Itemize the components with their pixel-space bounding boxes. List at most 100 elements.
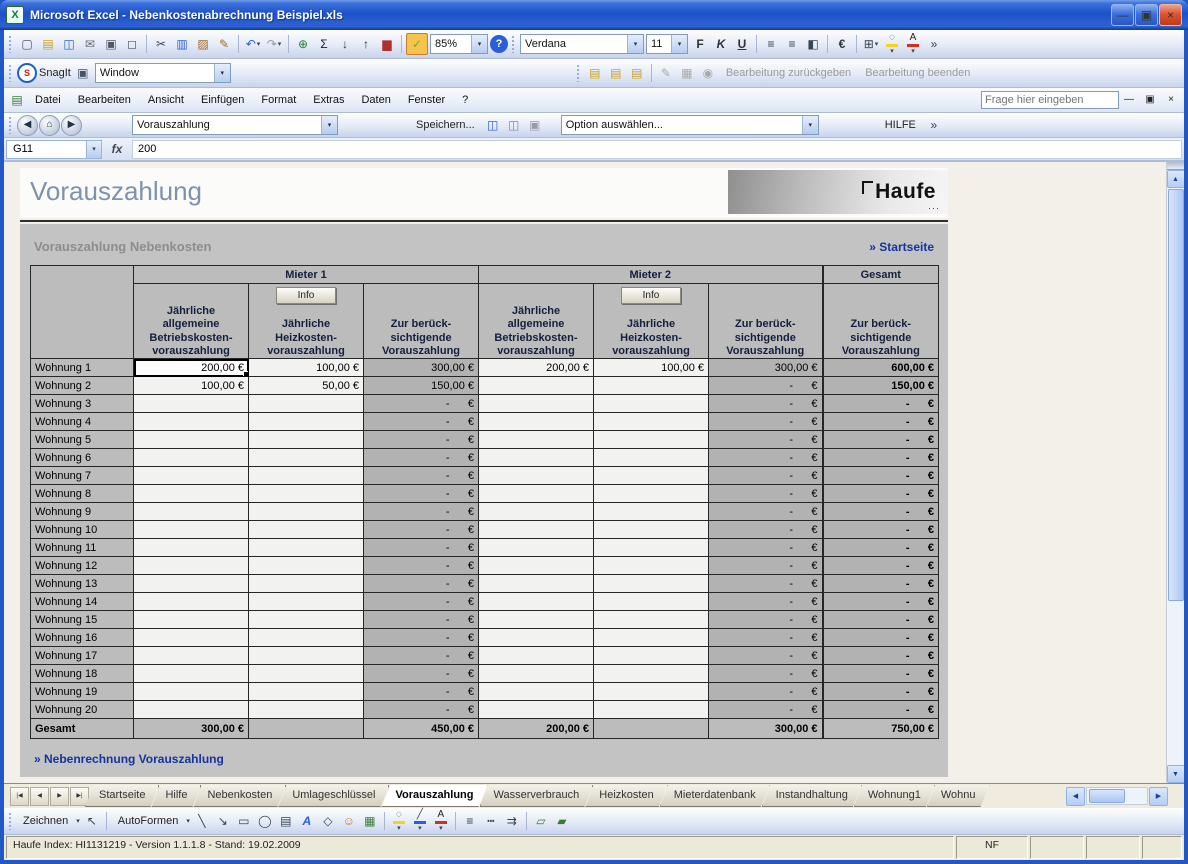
cell[interactable] <box>593 664 709 683</box>
cell[interactable]: 300,00 € <box>363 358 479 377</box>
cell[interactable]: - € <box>363 502 479 521</box>
row-label[interactable]: Wohnung 12 <box>30 556 134 575</box>
italic-icon[interactable]: K <box>716 37 726 51</box>
cell[interactable]: 600,00 € <box>821 358 940 377</box>
cell[interactable] <box>593 682 709 701</box>
cell[interactable] <box>133 484 249 503</box>
toolbar-options-icon[interactable]: » <box>930 118 938 132</box>
row-label[interactable]: Wohnung 6 <box>30 448 134 467</box>
print-small-icon[interactable]: ▣ <box>529 118 541 132</box>
cell[interactable]: - € <box>363 700 479 719</box>
print-preview-icon[interactable]: ◻ <box>127 37 137 51</box>
cell[interactable]: 150,00 € <box>363 376 479 395</box>
font-size-combo[interactable]: 11 <box>646 34 688 54</box>
row-label[interactable]: Wohnung 4 <box>30 412 134 431</box>
align-center-icon[interactable]: ≡ <box>788 37 796 51</box>
info-button[interactable]: Info <box>276 287 336 304</box>
cell[interactable] <box>248 520 364 539</box>
cell[interactable]: 750,00 € <box>821 718 940 739</box>
cell[interactable]: 300,00 € <box>707 358 824 377</box>
cell[interactable]: - € <box>821 682 940 701</box>
cell[interactable] <box>133 538 249 557</box>
textbox-icon[interactable]: ▤ <box>280 814 292 828</box>
row-label[interactable]: Wohnung 3 <box>30 394 134 413</box>
cell[interactable]: 450,00 € <box>363 718 479 739</box>
sheet-tab-startseite[interactable]: Startseite <box>85 785 159 807</box>
cell[interactable] <box>248 592 364 611</box>
sheet-tab-umlageschl-ssel[interactable]: Umlageschlüssel <box>278 785 389 807</box>
cell[interactable] <box>133 394 249 413</box>
cell[interactable]: - € <box>363 556 479 575</box>
zeichnen-menu[interactable]: Zeichnen <box>17 813 74 829</box>
cell[interactable] <box>593 610 709 629</box>
cell[interactable]: - € <box>707 682 824 701</box>
cell[interactable] <box>248 556 364 575</box>
help-icon[interactable]: ? <box>490 35 508 53</box>
cell[interactable] <box>593 430 709 449</box>
cell[interactable] <box>133 592 249 611</box>
select-objects-icon[interactable]: ↖ <box>86 814 97 828</box>
cell[interactable] <box>248 412 364 431</box>
cell[interactable] <box>133 412 249 431</box>
font-color-icon[interactable]: A ▾ <box>431 810 451 832</box>
save-button[interactable]: Speichern... <box>416 119 475 131</box>
cell[interactable] <box>593 394 709 413</box>
sort-ascending-icon[interactable]: ↓ <box>342 37 348 51</box>
cell[interactable]: - € <box>707 646 824 665</box>
cell[interactable] <box>133 628 249 647</box>
last-sheet-button[interactable]: ▶| <box>70 786 89 806</box>
cell[interactable] <box>133 574 249 593</box>
restore-button[interactable]: ▣ <box>1135 4 1158 26</box>
row-label[interactable]: Wohnung 17 <box>30 646 134 665</box>
sheet-nav-combo[interactable]: Vorauszahlung <box>132 115 338 135</box>
cell[interactable]: - € <box>821 610 940 629</box>
save-icon[interactable]: ◫ <box>63 37 75 51</box>
row-label[interactable]: Wohnung 20 <box>30 700 134 719</box>
horizontal-scrollbar[interactable]: ◀ ▶ <box>1066 786 1184 806</box>
sheet-tab-mieterdatenbank[interactable]: Mieterdatenbank <box>660 785 770 807</box>
row-label[interactable]: Wohnung 9 <box>30 502 134 521</box>
titlebar[interactable]: Microsoft Excel - Nebenkostenabrechnung … <box>0 0 1188 30</box>
snagit-profile-combo[interactable]: Window <box>94 63 231 83</box>
name-box[interactable]: G11 <box>6 139 102 159</box>
undo-icon[interactable]: ↶ ▾ <box>245 37 261 51</box>
cell[interactable] <box>133 646 249 665</box>
cell[interactable]: - € <box>707 502 824 521</box>
close-button[interactable]: × <box>1159 4 1182 26</box>
paste-icon[interactable]: ▨ <box>197 37 209 51</box>
menu-extras[interactable]: Extras <box>313 94 345 106</box>
menu-fenster[interactable]: Fenster <box>407 94 446 106</box>
cell[interactable]: - € <box>363 574 479 593</box>
cell[interactable] <box>248 538 364 557</box>
cell[interactable] <box>478 682 594 701</box>
minimize-button[interactable]: — <box>1111 4 1134 26</box>
cell[interactable] <box>478 484 594 503</box>
cell[interactable] <box>593 646 709 665</box>
scroll-up-icon[interactable]: ▲ <box>1166 170 1184 188</box>
menu-datei[interactable]: Datei <box>35 94 61 106</box>
workbook-minimize-button[interactable]: — <box>1124 94 1134 105</box>
option-combo[interactable]: Option auswählen... <box>560 115 819 135</box>
cell[interactable] <box>478 610 594 629</box>
line-style-icon[interactable]: ≡ <box>466 814 474 828</box>
capture-window-icon[interactable]: ▣ <box>77 66 89 80</box>
cell[interactable] <box>478 556 594 575</box>
insert-hyperlink-icon[interactable]: ⊕ <box>297 37 309 51</box>
cell[interactable] <box>133 448 249 467</box>
chevron-down-icon[interactable] <box>321 116 337 134</box>
vertical-scrollbar[interactable]: ▲ ▼ <box>1166 162 1184 783</box>
sheet-tab-wasserverbrauch[interactable]: Wasserverbrauch <box>480 785 594 807</box>
cell[interactable] <box>593 628 709 647</box>
startseite-link[interactable]: » Startseite <box>869 239 934 254</box>
toolbar-grip[interactable] <box>8 812 12 830</box>
cell[interactable] <box>133 556 249 575</box>
sheet-tab-heizkosten[interactable]: Heizkosten <box>585 785 667 807</box>
cell[interactable]: 200,00 € <box>478 358 594 377</box>
row-label[interactable]: Gesamt <box>30 718 134 739</box>
row-label[interactable]: Wohnung 16 <box>30 628 134 647</box>
cell[interactable]: 100,00 € <box>593 358 709 377</box>
cell[interactable]: 300,00 € <box>133 718 249 739</box>
cut-icon[interactable]: ✂ <box>155 37 167 51</box>
euro-icon[interactable]: € <box>838 37 846 51</box>
cell[interactable] <box>248 394 364 413</box>
